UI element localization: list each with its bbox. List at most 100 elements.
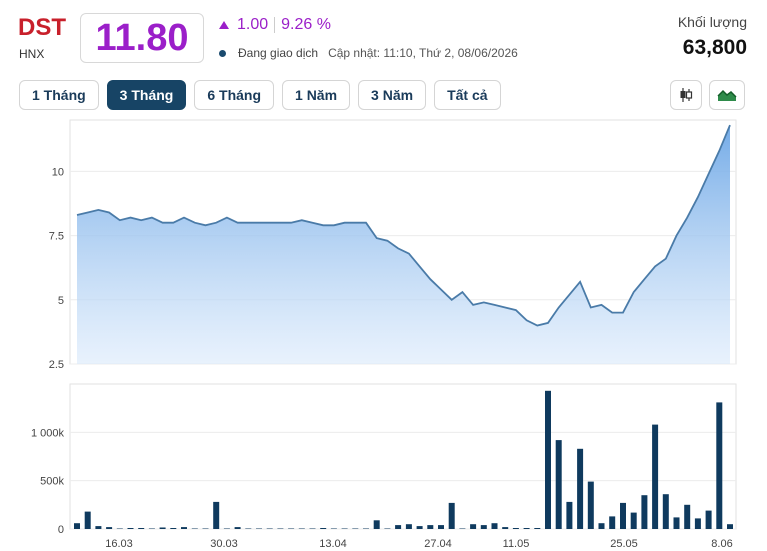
range-button-5[interactable]: Tất cả (434, 80, 501, 110)
price-change: 1.00 9.26 % (219, 16, 331, 34)
volume-bar (170, 528, 177, 529)
volume-bar (673, 517, 680, 529)
volume-bar (480, 525, 487, 529)
volume-bar (223, 528, 230, 529)
volume-bar (298, 528, 305, 529)
range-button-0[interactable]: 1 Tháng (19, 80, 99, 110)
price-display: 11.80 (80, 13, 204, 63)
volume-bar (288, 528, 295, 529)
x-tick-label: 27.04 (424, 538, 452, 550)
volume-bar (641, 495, 648, 529)
volume-bar (448, 502, 455, 529)
volume-bar (630, 512, 637, 529)
volume-bar (684, 504, 691, 529)
volume-bar (427, 525, 434, 529)
ticker-symbol: DST (18, 14, 66, 41)
volume-bar (256, 528, 262, 529)
volume-bar (716, 402, 723, 529)
volume-bar (405, 524, 412, 529)
volume-bar (84, 511, 91, 529)
candlestick-button[interactable] (670, 80, 702, 110)
price-y-tick-label: 7.5 (49, 231, 64, 243)
volume-bar (116, 528, 123, 529)
x-tick-label: 11.05 (503, 538, 530, 550)
volume-bar (127, 528, 134, 529)
volume-bar (534, 528, 541, 529)
price-y-tick-label: 2.5 (49, 359, 64, 371)
volume-bar (74, 523, 80, 529)
volume-bar (341, 528, 348, 529)
volume-bar (352, 528, 359, 529)
volume-bar (213, 501, 220, 529)
volume-y-tick-label: 500k (40, 476, 64, 488)
volume-panel (69, 383, 737, 530)
range-button-4[interactable]: 3 Năm (358, 80, 427, 110)
volume-bar (277, 528, 284, 529)
change-value: 1.00 (237, 16, 269, 33)
x-tick-label: 16.03 (105, 538, 133, 550)
range-button-1[interactable]: 3 Tháng (106, 80, 187, 110)
range-button-3[interactable]: 1 Năm (282, 80, 351, 110)
x-tick-label: 30.03 (210, 538, 238, 550)
candlestick-icon (680, 88, 693, 102)
volume-bar (159, 527, 166, 529)
volume-bar (587, 481, 594, 529)
price-y-tick-label: 5 (58, 295, 64, 307)
volume-bar (459, 528, 466, 529)
price-area (77, 125, 730, 364)
area-chart-button[interactable] (709, 80, 745, 110)
volume-bar (609, 516, 616, 529)
updated-time: Cập nhật: 11:10, Thứ 2, 08/06/2026 (328, 46, 518, 60)
volume-y-tick-label: 0 (58, 524, 64, 536)
range-button-2[interactable]: 6 Tháng (194, 80, 275, 110)
volume-bar (191, 528, 198, 529)
volume-bar (384, 528, 391, 529)
volume-bar (202, 528, 209, 529)
volume-bar (138, 528, 145, 529)
volume-bar (320, 528, 327, 529)
volume-bar (245, 528, 252, 529)
x-tick-label: 8.06 (711, 538, 732, 550)
volume-y-tick-label: 1 000k (31, 427, 65, 439)
x-tick-label: 25.05 (610, 538, 638, 550)
volume-bar (620, 502, 626, 529)
volume-bar (395, 525, 402, 529)
up-arrow-icon (219, 21, 229, 29)
volume-bar (502, 527, 509, 529)
x-tick-label: 13.04 (319, 538, 347, 550)
volume-bar (652, 424, 659, 529)
volume-bar (234, 527, 241, 529)
volume-label: Khối lượng (677, 14, 747, 30)
volume-bar (95, 526, 102, 529)
volume-bar (566, 501, 573, 529)
volume-bar (148, 528, 155, 529)
status-dot-icon (219, 49, 226, 57)
volume-bar (373, 520, 380, 529)
volume-bar (330, 528, 337, 529)
volume-bar (662, 494, 669, 529)
change-percent: 9.26 % (281, 16, 331, 33)
volume-bar (491, 523, 498, 529)
volume-bar (545, 390, 551, 529)
volume-bar (363, 528, 369, 529)
volume-bar (470, 524, 477, 529)
volume-bar (598, 523, 605, 529)
volume-bar (694, 518, 701, 529)
volume-bar (523, 528, 530, 529)
range-selector: 1 Tháng 3 Tháng 6 Tháng 1 Năm 3 Năm Tất cả (19, 80, 501, 110)
area-chart-icon (717, 89, 737, 101)
volume-bar (555, 440, 562, 529)
volume-bar (438, 525, 444, 529)
status-text: Đang giao dịch (238, 46, 319, 60)
volume-bar (416, 526, 423, 529)
volume-bar (106, 527, 113, 529)
price-y-tick-label: 10 (52, 166, 64, 178)
volume-bar (309, 528, 316, 529)
volume-bar (181, 527, 187, 529)
trading-status: Đang giao dịch Cập nhật: 11:10, Thứ 2, 0… (219, 46, 518, 60)
volume-bar (705, 510, 712, 529)
volume-bar (727, 524, 733, 529)
volume-bar (577, 448, 584, 529)
divider (274, 17, 276, 33)
